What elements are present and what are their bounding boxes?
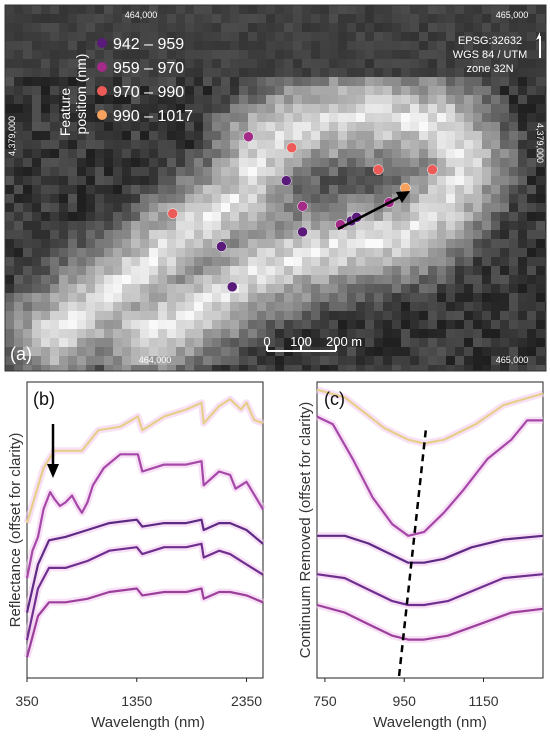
map-xtick-top-1: 464,000: [125, 10, 158, 20]
feature-point: [243, 131, 254, 143]
legend-swatch: [97, 86, 107, 96]
panel-label-a: (a): [10, 344, 32, 364]
legend-swatch: [97, 110, 107, 120]
feature-point: [427, 164, 438, 175]
feature-point: [216, 241, 227, 252]
feature-point: [373, 164, 384, 175]
terrain-raster: [5, 5, 546, 371]
panel-label-c: (c): [324, 389, 345, 409]
scale-bar: 0 100 200 m: [263, 334, 362, 352]
map-xtick-bottom-1: 464,000: [139, 355, 172, 365]
feature-point: [226, 281, 238, 293]
reflectance-series: [23, 395, 267, 659]
feature-point: [297, 201, 308, 212]
panel-b: (b) 350 1350 2350 Wavelength (nm) Reflecta…: [7, 381, 267, 731]
legend-label: 970 – 990: [113, 84, 184, 101]
x-tick-label: 750: [313, 693, 337, 709]
legend-swatch: [97, 62, 107, 72]
series-line: [25, 398, 264, 524]
x-tick-label: 950: [393, 693, 417, 709]
feature-points: [167, 131, 438, 293]
legend-title-2: position (nm): [73, 54, 89, 135]
scale-label-100: 100: [290, 334, 312, 349]
legend-swatch: [97, 38, 107, 48]
absorption-arrow: [47, 424, 59, 478]
map-panel: Feature position (nm) 942 – 959 959 – 970…: [4, 4, 547, 372]
panel-c: (c) 750 950 1150 Wavelength (nm) Continuum…: [297, 381, 544, 731]
scale-label-0: 0: [263, 334, 270, 349]
scale-label-200: 200 m: [326, 334, 362, 349]
x-tick-label: 2350: [231, 693, 262, 709]
series-line: [316, 603, 544, 641]
projection-line-3: zone 32N: [466, 63, 513, 75]
feature-point: [297, 226, 308, 238]
map-ytick-left: 4,379,000: [7, 116, 17, 156]
panel-label-b: (b): [33, 389, 55, 409]
map-xtick-top-2: 465,000: [496, 10, 529, 20]
series-line: [317, 534, 544, 564]
map-ytick-right: 4,379,000: [535, 123, 545, 163]
xlabel-c: Wavelength (nm): [373, 714, 487, 731]
legend-label: 959 – 970: [113, 60, 184, 77]
feature-point: [281, 175, 292, 186]
feature-point: [286, 142, 297, 153]
ylabel-b: Reflectance (offset for clarity): [7, 433, 24, 628]
series-line: [25, 542, 264, 641]
legend-title-1: Feature: [57, 88, 73, 136]
projection-line-2: WGS 84 / UTM: [453, 49, 528, 61]
series-line: [25, 518, 264, 613]
series-line: [25, 453, 264, 579]
map-xtick-bottom-2: 465,000: [496, 355, 529, 365]
north-arrow-icon: [536, 32, 541, 58]
feature-point: [167, 208, 178, 219]
series-line: [316, 415, 543, 537]
series-line: [316, 573, 544, 607]
x-tick-label: 350: [15, 693, 39, 709]
xlabel-b: Wavelength (nm): [91, 714, 205, 731]
legend-label: 942 – 959: [113, 36, 184, 53]
series-line: [25, 587, 264, 658]
x-tick-label: 1350: [121, 693, 152, 709]
direction-arrow: [337, 191, 410, 231]
x-tick-label: 1150: [468, 693, 498, 709]
projection-note: EPSG:32632 WGS 84 / UTM zone 32N: [453, 35, 528, 75]
feature-trend-line: [397, 427, 428, 677]
legend-label: 990 – 1017: [113, 108, 193, 125]
ylabel-c: Continuum Removed (offset for clarity): [297, 402, 314, 659]
legend: Feature position (nm) 942 – 959 959 – 970…: [57, 36, 193, 136]
projection-line-1: EPSG:32632: [458, 35, 522, 47]
